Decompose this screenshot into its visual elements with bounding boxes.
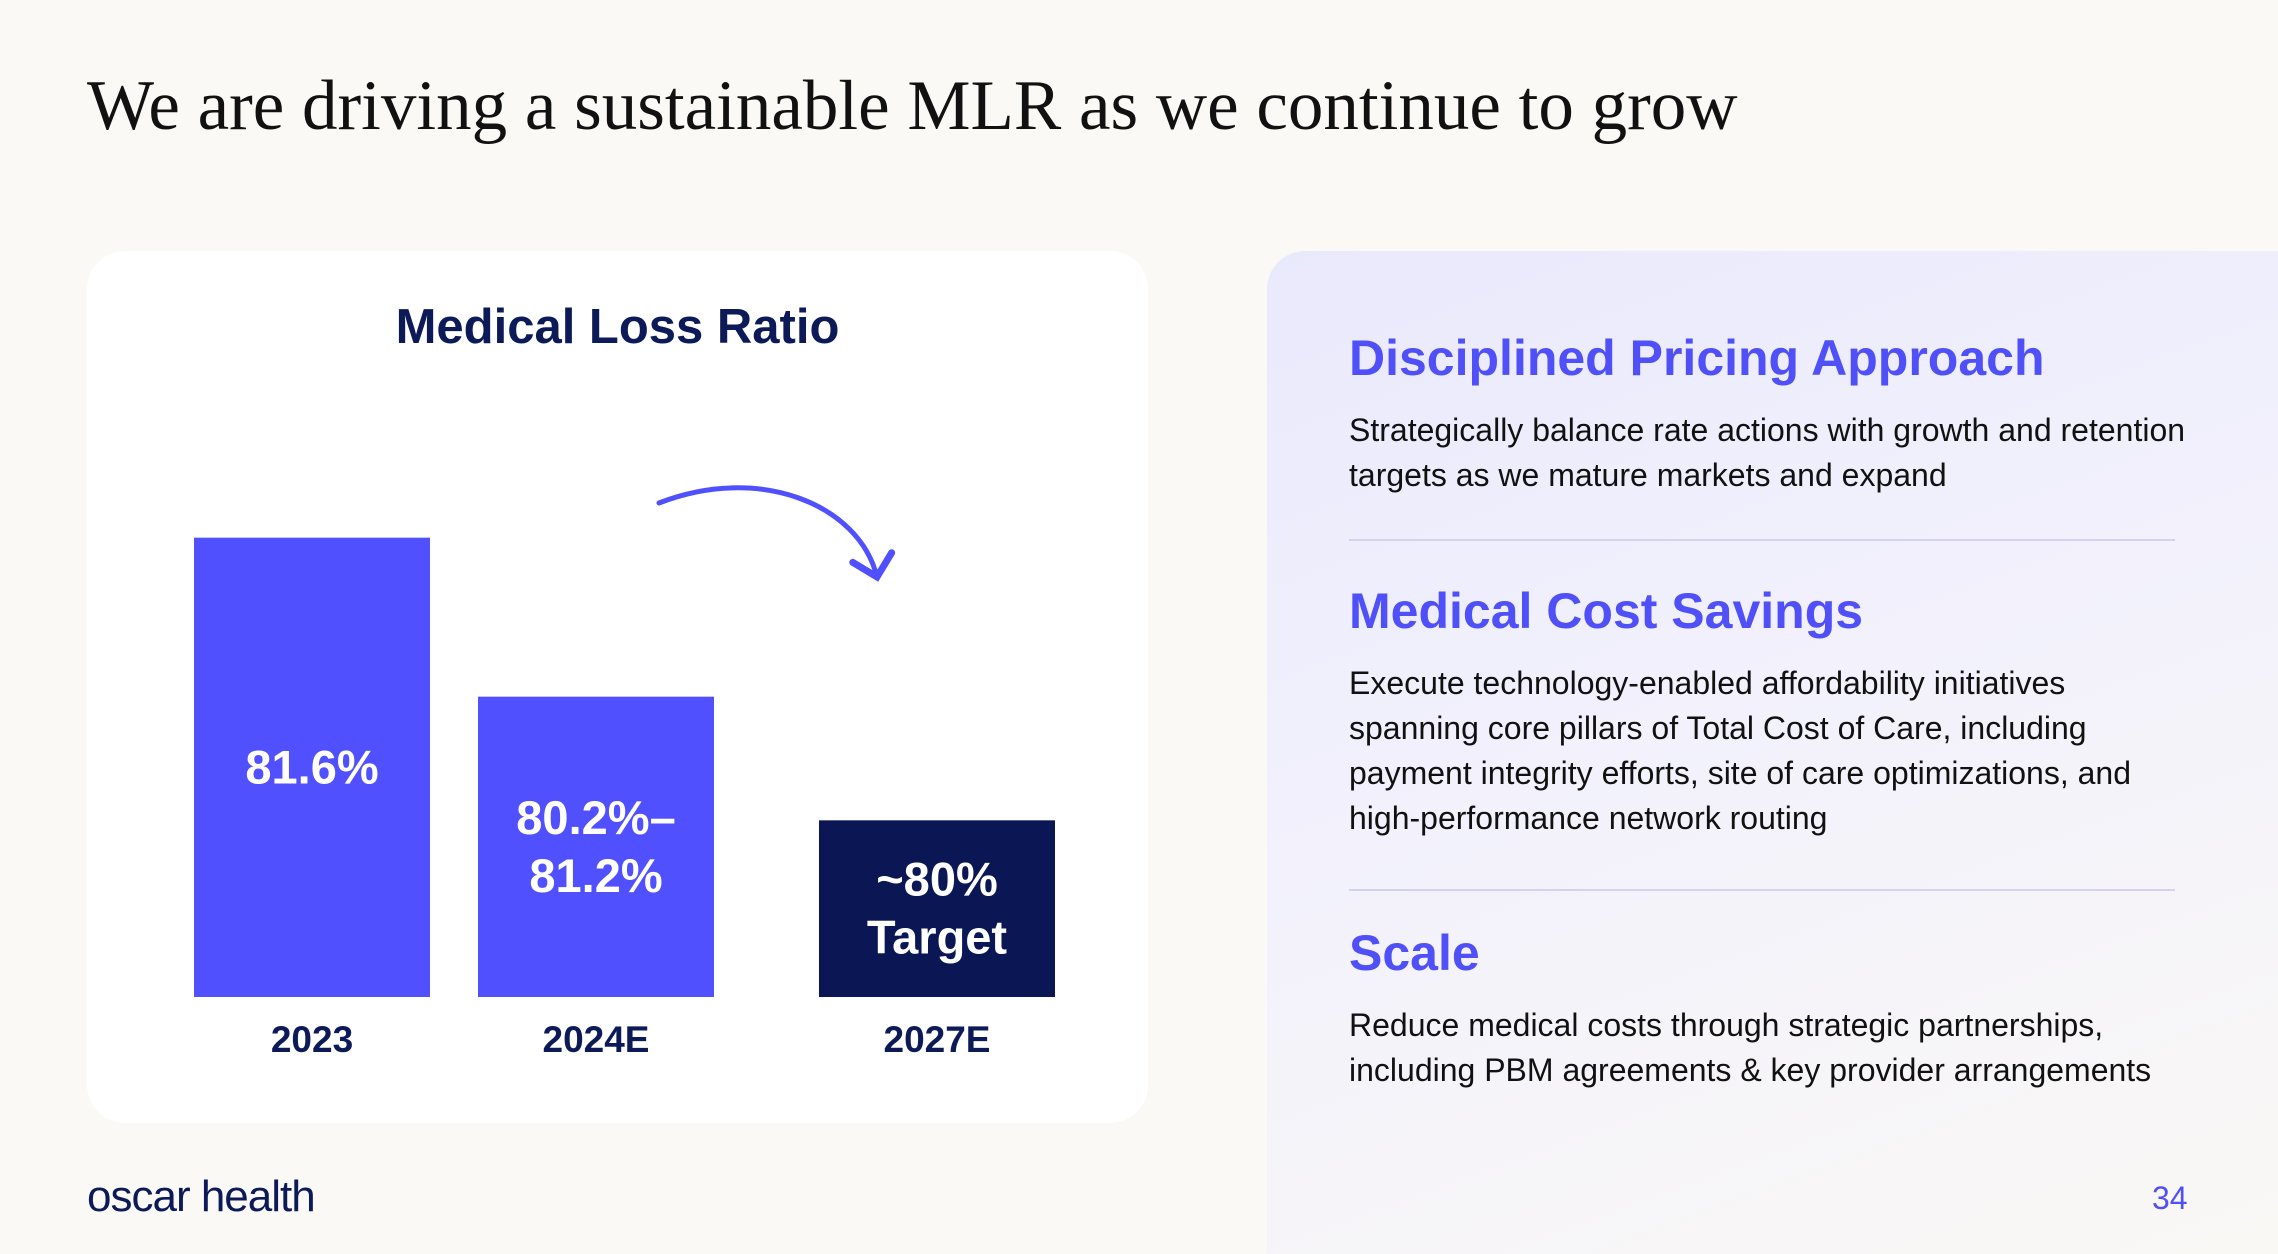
bar-value-label-2023: 81.6% — [245, 740, 378, 793]
category-label-2027E: 2027E — [884, 1019, 991, 1060]
section-body: Strategically balance rate actions with … — [1349, 412, 2186, 493]
section-body: Execute technology-enabled affordability… — [1349, 665, 2132, 836]
chart-title: Medical Loss Ratio — [395, 300, 840, 354]
section-cost-savings: Medical Cost Savings Execute technology-… — [1349, 584, 2199, 841]
mlr-bar-chart: 81.6% 2023 80.2%– 81.2% 2024E ~80% Target 2027E — [194, 485, 1055, 1060]
category-label-2024E: 2024E — [543, 1019, 650, 1060]
bar-value-label-2024E: 80.2%– 81.2% — [516, 791, 675, 902]
page-number: 34 — [2152, 1180, 2188, 1216]
section-pricing: Disciplined Pricing Approach Strategical… — [1349, 331, 2199, 498]
trend-arrow-icon — [656, 485, 896, 582]
section-heading: Disciplined Pricing Approach — [1349, 330, 2045, 386]
section-heading: Scale — [1349, 925, 1480, 981]
section-heading: Medical Cost Savings — [1349, 583, 1864, 639]
slide-title: We are driving a sustainable MLR as we c… — [87, 67, 1738, 145]
divider — [1349, 539, 2175, 541]
chart-card: Medical Loss Ratio 81.6% 2023 80.2%– 81.2% 2… — [87, 251, 1148, 1123]
bar-2023 — [194, 537, 430, 997]
divider — [1349, 889, 2175, 891]
bar-2027E — [819, 820, 1055, 997]
bar-2024E — [478, 696, 714, 997]
category-label-2023: 2023 — [271, 1019, 353, 1060]
section-scale: Scale Reduce medical costs through strat… — [1349, 926, 2199, 1093]
strategy-panel: Disciplined Pricing Approach Strategical… — [1267, 251, 2278, 1254]
bar-value-label-2027E: ~80% Target — [867, 853, 1007, 964]
oscar-health-logo: oscar health — [87, 1172, 316, 1221]
section-body: Reduce medical costs through strategic p… — [1349, 1007, 2152, 1088]
